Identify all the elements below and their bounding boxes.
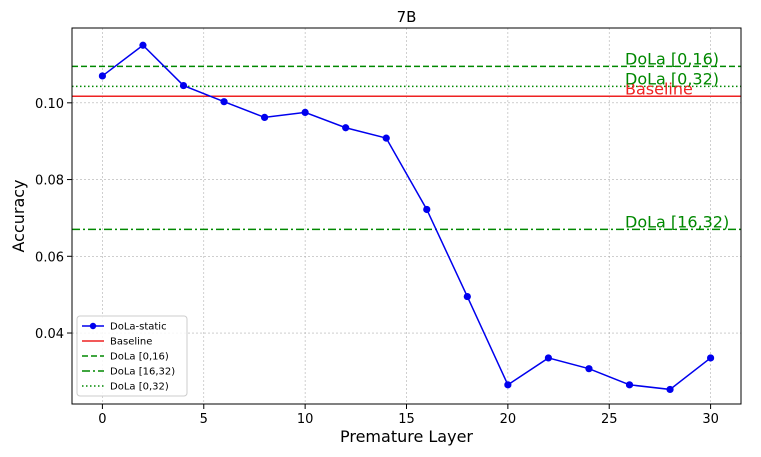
legend-label: DoLa [0,16) (110, 352, 169, 363)
x-tick-label: 0 (98, 412, 106, 427)
reference-line-label: DoLa [16,32) (625, 212, 729, 231)
chart-title: 7B (397, 8, 417, 26)
grid (72, 28, 741, 404)
data-point (179, 81, 188, 90)
x-tick-label: 20 (500, 412, 517, 427)
reference-line-label: DoLa [0,32) (625, 69, 719, 88)
y-tick-label: 0.04 (35, 327, 64, 342)
legend-label: DoLa-static (110, 322, 167, 333)
legend-label: DoLa [16,32) (110, 367, 175, 378)
y-tick-label: 0.06 (35, 250, 64, 265)
x-axis-ticks: 0 5 10 15 20 25 30 (98, 404, 719, 427)
data-point (98, 72, 107, 80)
data-point (706, 354, 715, 362)
reference-line-label: DoLa [0,16) (625, 49, 719, 68)
legend-label: DoLa [0,32) (110, 382, 169, 393)
data-point (220, 98, 228, 106)
data-point (625, 381, 634, 389)
reference-line-label: Baseline (625, 79, 693, 98)
data-point (382, 134, 390, 142)
y-axis-ticks: 0.04 0.06 0.08 0.10 (35, 97, 72, 342)
data-point (463, 292, 471, 301)
data-series (98, 41, 715, 394)
data-point (139, 41, 147, 49)
y-tick-label: 0.08 (35, 174, 64, 189)
data-point (666, 385, 674, 394)
data-point (423, 205, 431, 214)
legend-marker (89, 322, 97, 330)
y-tick-label: 0.10 (35, 97, 64, 112)
y-axis-label: Accuracy (9, 179, 28, 252)
x-tick-label: 15 (398, 412, 415, 427)
data-point (544, 354, 553, 362)
x-tick-label: 5 (200, 412, 208, 427)
x-tick-label: 30 (702, 412, 719, 427)
data-point (342, 124, 350, 132)
x-axis-label: Premature Layer (340, 427, 473, 446)
reference-line-labels: Baseline DoLa [0,16) DoLa [16,32) DoLa [0,3… (625, 49, 729, 231)
x-tick-label: 25 (601, 412, 618, 427)
x-tick-label: 10 (297, 412, 314, 427)
reference-lines (72, 65, 741, 231)
data-point (585, 365, 593, 373)
data-point (504, 381, 512, 389)
series-line (101, 44, 712, 391)
legend-label: Baseline (110, 337, 152, 348)
data-point (260, 113, 269, 121)
legend: DoLa-static Baseline DoLa [0,16) DoLa [16,3… (76, 315, 188, 397)
legend-box (76, 315, 188, 397)
data-point (301, 108, 309, 117)
